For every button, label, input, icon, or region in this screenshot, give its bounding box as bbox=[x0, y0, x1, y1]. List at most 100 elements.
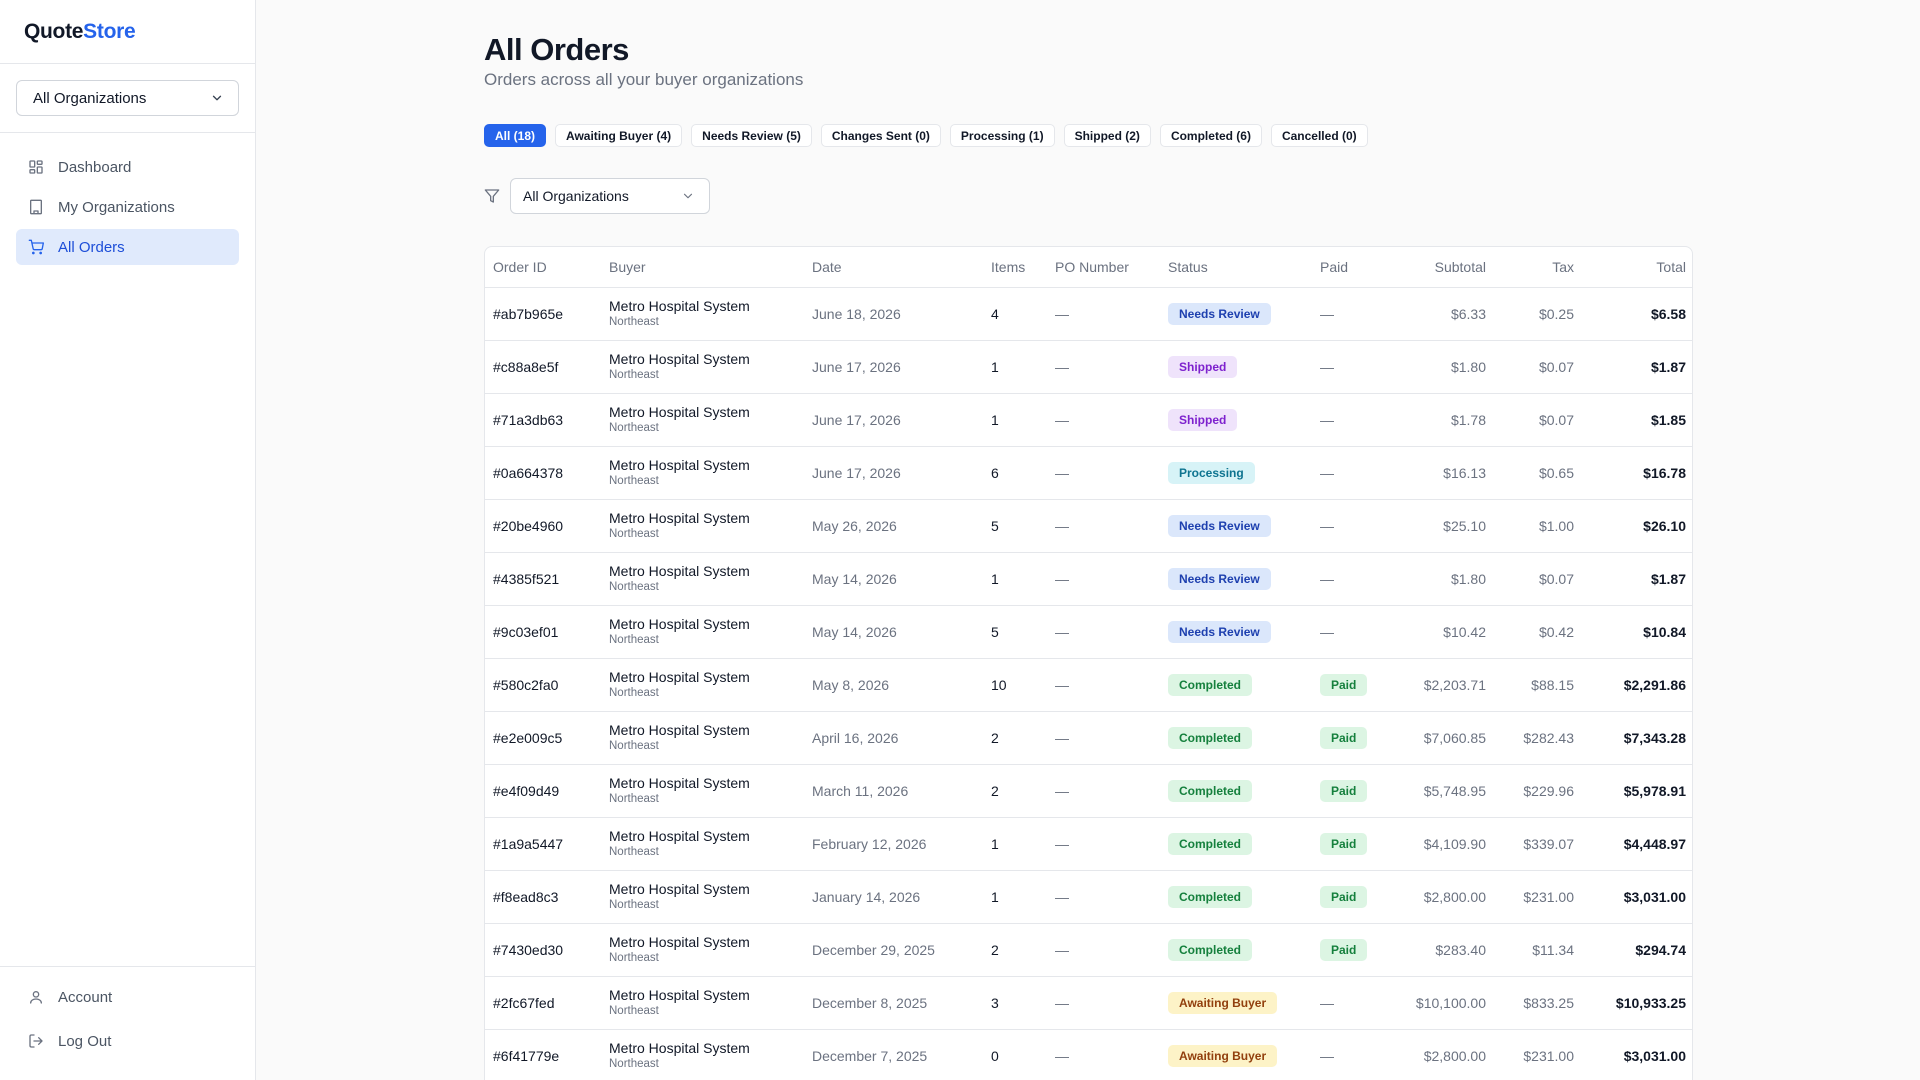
table-row[interactable]: #1a9a5447 Metro Hospital System Northeast F… bbox=[485, 817, 1692, 871]
table-row[interactable]: #e2e009c5 Metro Hospital System Northeast A… bbox=[485, 711, 1692, 765]
buyer-region: Northeast bbox=[609, 1005, 659, 1017]
tab-processing[interactable]: Processing (1) bbox=[949, 124, 1055, 147]
order-total: $16.78 bbox=[1582, 446, 1692, 500]
order-subtotal: $25.10 bbox=[1385, 499, 1494, 553]
table-row[interactable]: #4385f521 Metro Hospital System Northeast M… bbox=[485, 552, 1692, 606]
table-row[interactable]: #0a664378 Metro Hospital System Northeast J… bbox=[485, 446, 1692, 500]
order-items: 2 bbox=[983, 923, 1047, 977]
organization-select-value: All Organizations bbox=[33, 89, 147, 107]
chevron-down-icon bbox=[212, 95, 222, 101]
order-date: February 12, 2026 bbox=[804, 817, 983, 871]
order-id-link[interactable]: #f8ead8c3 bbox=[493, 888, 559, 905]
tab-shipped[interactable]: Shipped (2) bbox=[1063, 124, 1151, 147]
buyer-region: Northeast bbox=[609, 740, 659, 752]
sidebar-item-my-organizations[interactable]: My Organizations bbox=[16, 189, 239, 225]
buyer-region: Northeast bbox=[609, 634, 659, 646]
sidebar-item-dashboard[interactable]: Dashboard bbox=[16, 149, 239, 185]
order-id-link[interactable]: #9c03ef01 bbox=[493, 623, 559, 640]
column-header-buyer[interactable]: Buyer bbox=[601, 247, 804, 288]
order-id-link[interactable]: #1a9a5447 bbox=[493, 835, 564, 852]
table-row[interactable]: #6f41779e Metro Hospital System Northeast D… bbox=[485, 1029, 1692, 1080]
tab-awaiting-buyer[interactable]: Awaiting Buyer (4) bbox=[555, 124, 683, 147]
order-subtotal: $2,800.00 bbox=[1385, 1029, 1494, 1080]
sidebar-nav: Dashboard My Organizations All Orders bbox=[0, 133, 255, 285]
order-id-link[interactable]: #c88a8e5f bbox=[493, 358, 559, 375]
table-row[interactable]: #20be4960 Metro Hospital System Northeast M… bbox=[485, 499, 1692, 553]
paid-value: — bbox=[1320, 570, 1334, 587]
order-total: $1.87 bbox=[1582, 340, 1692, 394]
tab-completed[interactable]: Completed (6) bbox=[1159, 124, 1262, 147]
table-row[interactable]: #ab7b965e Metro Hospital System Northeast J… bbox=[485, 287, 1692, 341]
paid-badge: Paid bbox=[1320, 779, 1368, 802]
table-row[interactable]: #e4f09d49 Metro Hospital System Northeast M… bbox=[485, 764, 1692, 818]
building-icon bbox=[30, 199, 42, 215]
organization-filter-select[interactable]: All Organizations bbox=[510, 178, 710, 214]
buyer-region: Northeast bbox=[609, 846, 659, 858]
column-header-status[interactable]: Status bbox=[1160, 247, 1312, 288]
buyer-name: Metro Hospital System bbox=[609, 828, 750, 844]
order-subtotal: $1.80 bbox=[1385, 340, 1494, 394]
sidebar-item-label: My Organizations bbox=[58, 198, 175, 216]
tab-cancelled[interactable]: Cancelled (0) bbox=[1270, 124, 1368, 147]
table-row[interactable]: #580c2fa0 Metro Hospital System Northeast M… bbox=[485, 658, 1692, 712]
paid-value: — bbox=[1320, 411, 1334, 428]
order-id-link[interactable]: #0a664378 bbox=[493, 464, 564, 481]
buyer-name: Metro Hospital System bbox=[609, 1040, 750, 1056]
table-row[interactable]: #f8ead8c3 Metro Hospital System Northeast J… bbox=[485, 870, 1692, 924]
organization-filter-value: All Organizations bbox=[523, 188, 629, 204]
order-subtotal: $2,800.00 bbox=[1385, 870, 1494, 924]
column-header-po-number[interactable]: PO Number bbox=[1047, 247, 1160, 288]
column-header-tax[interactable]: Tax bbox=[1494, 247, 1582, 288]
order-items: 1 bbox=[983, 870, 1047, 924]
sidebar-item-account[interactable]: Account bbox=[16, 979, 239, 1015]
order-date: May 26, 2026 bbox=[804, 499, 983, 553]
table-row[interactable]: #c88a8e5f Metro Hospital System Northeast J… bbox=[485, 340, 1692, 394]
order-id-link[interactable]: #71a3db63 bbox=[493, 411, 564, 428]
sidebar-item-label: Dashboard bbox=[58, 158, 132, 176]
order-id-link[interactable]: #e2e009c5 bbox=[493, 729, 563, 746]
column-header-paid[interactable]: Paid bbox=[1312, 247, 1385, 288]
column-header-items[interactable]: Items bbox=[983, 247, 1047, 288]
column-header-total[interactable]: Total bbox=[1582, 247, 1692, 288]
app-logo[interactable]: QuoteStore bbox=[0, 0, 255, 64]
table-row[interactable]: #71a3db63 Metro Hospital System Northeast J… bbox=[485, 393, 1692, 447]
order-tax: $229.96 bbox=[1494, 764, 1582, 818]
order-items: 2 bbox=[983, 764, 1047, 818]
order-id-link[interactable]: #e4f09d49 bbox=[493, 782, 560, 799]
order-items: 1 bbox=[983, 817, 1047, 871]
order-id-link[interactable]: #20be4960 bbox=[493, 517, 564, 534]
tab-all[interactable]: All (18) bbox=[484, 124, 547, 147]
order-total: $1.85 bbox=[1582, 393, 1692, 447]
order-items: 5 bbox=[983, 499, 1047, 553]
po-number: — bbox=[1047, 605, 1160, 659]
cart-icon bbox=[28, 239, 44, 255]
order-id-link[interactable]: #2fc67fed bbox=[493, 994, 555, 1011]
table-row[interactable]: #9c03ef01 Metro Hospital System Northeast M… bbox=[485, 605, 1692, 659]
order-items: 3 bbox=[983, 976, 1047, 1030]
table-row[interactable]: #2fc67fed Metro Hospital System Northeast D… bbox=[485, 976, 1692, 1030]
organization-select[interactable]: All Organizations bbox=[16, 80, 239, 116]
sidebar-item-log-out[interactable]: Log Out bbox=[16, 1023, 239, 1059]
column-header-subtotal[interactable]: Subtotal bbox=[1385, 247, 1494, 288]
po-number: — bbox=[1047, 764, 1160, 818]
order-id-link[interactable]: #4385f521 bbox=[493, 570, 560, 587]
order-total: $6.58 bbox=[1582, 287, 1692, 341]
buyer-region: Northeast bbox=[609, 952, 659, 964]
order-id-link[interactable]: #6f41779e bbox=[493, 1047, 560, 1064]
order-id-link[interactable]: #7430ed30 bbox=[493, 941, 564, 958]
tab-needs-review[interactable]: Needs Review (5) bbox=[691, 124, 812, 147]
po-number: — bbox=[1047, 287, 1160, 341]
buyer-name: Metro Hospital System bbox=[609, 722, 750, 738]
order-id-link[interactable]: #580c2fa0 bbox=[493, 676, 559, 693]
paid-value: — bbox=[1320, 994, 1334, 1011]
sidebar-item-all-orders[interactable]: All Orders bbox=[16, 229, 239, 265]
column-header-date[interactable]: Date bbox=[804, 247, 983, 288]
order-date: June 18, 2026 bbox=[804, 287, 983, 341]
order-id-link[interactable]: #ab7b965e bbox=[493, 305, 564, 322]
status-badge: Awaiting Buyer bbox=[1168, 1044, 1278, 1067]
po-number: — bbox=[1047, 711, 1160, 765]
column-header-order-id[interactable]: Order ID bbox=[485, 247, 601, 288]
table-row[interactable]: #7430ed30 Metro Hospital System Northeast D… bbox=[485, 923, 1692, 977]
status-badge: Needs Review bbox=[1168, 514, 1271, 537]
tab-changes-sent[interactable]: Changes Sent (0) bbox=[820, 124, 941, 147]
